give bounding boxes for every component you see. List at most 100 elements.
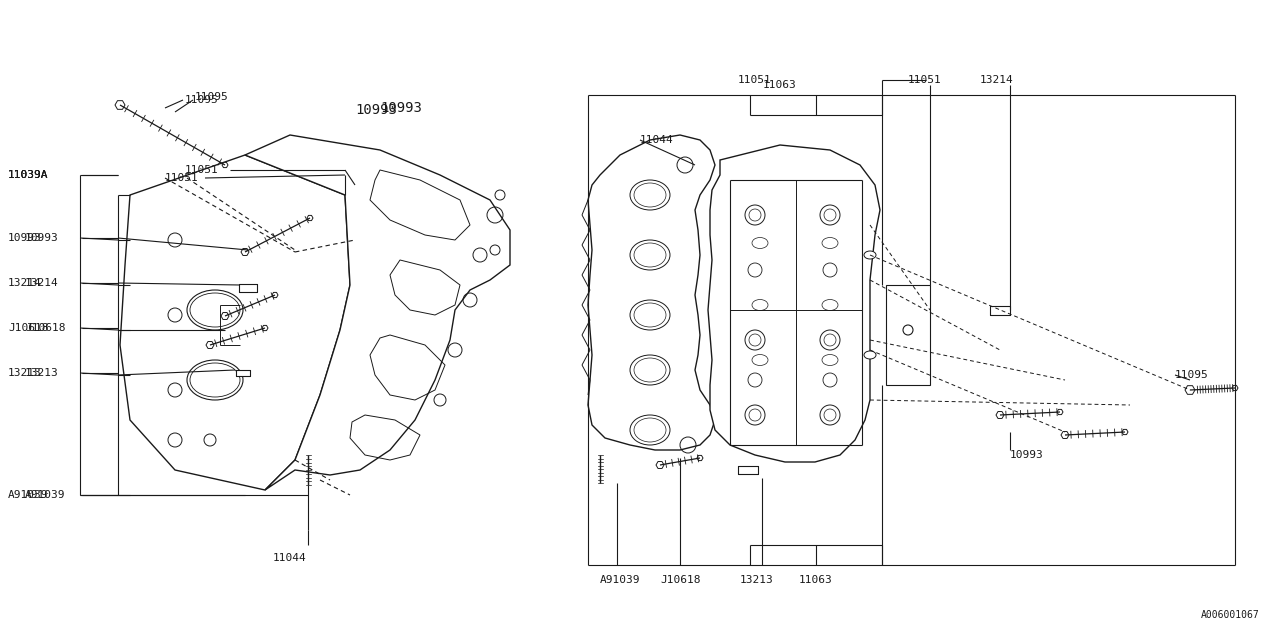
Text: A91039: A91039 — [26, 490, 65, 500]
Text: 10993: 10993 — [355, 103, 397, 117]
Circle shape — [749, 409, 762, 421]
FancyBboxPatch shape — [239, 284, 257, 292]
Ellipse shape — [630, 355, 669, 385]
Ellipse shape — [753, 300, 768, 310]
FancyBboxPatch shape — [236, 370, 250, 376]
Text: 11051: 11051 — [165, 173, 198, 183]
Text: J10618: J10618 — [26, 323, 65, 333]
Text: 13214: 13214 — [26, 278, 59, 288]
Text: 10993: 10993 — [380, 101, 422, 115]
Circle shape — [824, 334, 836, 346]
Polygon shape — [221, 312, 229, 319]
Text: J10618: J10618 — [660, 575, 700, 585]
Ellipse shape — [822, 237, 838, 248]
Polygon shape — [708, 145, 881, 462]
Polygon shape — [657, 461, 664, 468]
Circle shape — [168, 433, 182, 447]
Circle shape — [745, 205, 765, 225]
Ellipse shape — [634, 418, 666, 442]
Circle shape — [168, 383, 182, 397]
Text: 11044: 11044 — [273, 553, 307, 563]
Polygon shape — [588, 135, 716, 450]
Polygon shape — [221, 163, 228, 168]
Ellipse shape — [822, 355, 838, 365]
Ellipse shape — [864, 351, 876, 359]
Text: A006001067: A006001067 — [1201, 610, 1260, 620]
FancyBboxPatch shape — [739, 466, 758, 474]
Text: 13213: 13213 — [26, 368, 59, 378]
Text: 11039A: 11039A — [8, 170, 49, 180]
Circle shape — [824, 209, 836, 221]
Text: A91039: A91039 — [600, 575, 640, 585]
Text: 11051: 11051 — [186, 165, 219, 175]
Polygon shape — [120, 155, 349, 490]
Text: 11095: 11095 — [1175, 370, 1208, 380]
Polygon shape — [115, 100, 125, 109]
Circle shape — [749, 334, 762, 346]
Circle shape — [168, 308, 182, 322]
Circle shape — [823, 263, 837, 277]
Circle shape — [204, 434, 216, 446]
Ellipse shape — [822, 300, 838, 310]
Text: A91039: A91039 — [8, 490, 49, 500]
Circle shape — [823, 373, 837, 387]
Circle shape — [820, 205, 840, 225]
Polygon shape — [1123, 429, 1128, 435]
Ellipse shape — [187, 360, 243, 400]
Circle shape — [820, 330, 840, 350]
Polygon shape — [698, 456, 703, 461]
Polygon shape — [262, 325, 268, 331]
Circle shape — [745, 330, 765, 350]
Text: 11095: 11095 — [186, 95, 219, 105]
Ellipse shape — [864, 251, 876, 259]
Polygon shape — [1231, 385, 1238, 390]
Polygon shape — [996, 412, 1004, 419]
Circle shape — [748, 263, 762, 277]
Ellipse shape — [630, 240, 669, 270]
Polygon shape — [244, 135, 509, 490]
Ellipse shape — [634, 303, 666, 327]
Ellipse shape — [634, 243, 666, 267]
Text: 13213: 13213 — [8, 368, 42, 378]
Ellipse shape — [189, 363, 241, 397]
Text: 13214: 13214 — [8, 278, 42, 288]
Ellipse shape — [634, 358, 666, 382]
Polygon shape — [1057, 410, 1062, 415]
Ellipse shape — [753, 355, 768, 365]
Ellipse shape — [189, 293, 241, 327]
Text: 11051: 11051 — [908, 75, 942, 85]
Polygon shape — [1061, 431, 1069, 438]
Polygon shape — [273, 292, 278, 298]
Circle shape — [748, 373, 762, 387]
Circle shape — [168, 233, 182, 247]
Text: 11044: 11044 — [640, 135, 673, 145]
Ellipse shape — [630, 415, 669, 445]
Text: 13214: 13214 — [980, 75, 1014, 85]
FancyBboxPatch shape — [989, 305, 1010, 314]
Circle shape — [820, 405, 840, 425]
Polygon shape — [1185, 386, 1196, 394]
Circle shape — [749, 209, 762, 221]
Text: 13213: 13213 — [740, 575, 773, 585]
Text: 10993: 10993 — [26, 233, 59, 243]
Ellipse shape — [187, 290, 243, 330]
Text: 11051: 11051 — [739, 75, 772, 85]
Circle shape — [745, 405, 765, 425]
Bar — [886, 285, 931, 385]
Polygon shape — [307, 216, 314, 221]
Ellipse shape — [753, 237, 768, 248]
Ellipse shape — [634, 183, 666, 207]
Polygon shape — [241, 248, 250, 255]
Text: 11039A: 11039A — [8, 170, 49, 180]
Ellipse shape — [630, 180, 669, 210]
Text: 10993: 10993 — [1010, 450, 1043, 460]
Text: 11039A: 11039A — [8, 170, 49, 180]
Text: 11095: 11095 — [195, 92, 229, 102]
Text: 10993: 10993 — [8, 233, 42, 243]
Polygon shape — [206, 342, 214, 348]
Circle shape — [824, 409, 836, 421]
Text: 11063: 11063 — [763, 80, 797, 90]
Text: J10618: J10618 — [8, 323, 49, 333]
Ellipse shape — [630, 300, 669, 330]
Text: 11063: 11063 — [799, 575, 833, 585]
